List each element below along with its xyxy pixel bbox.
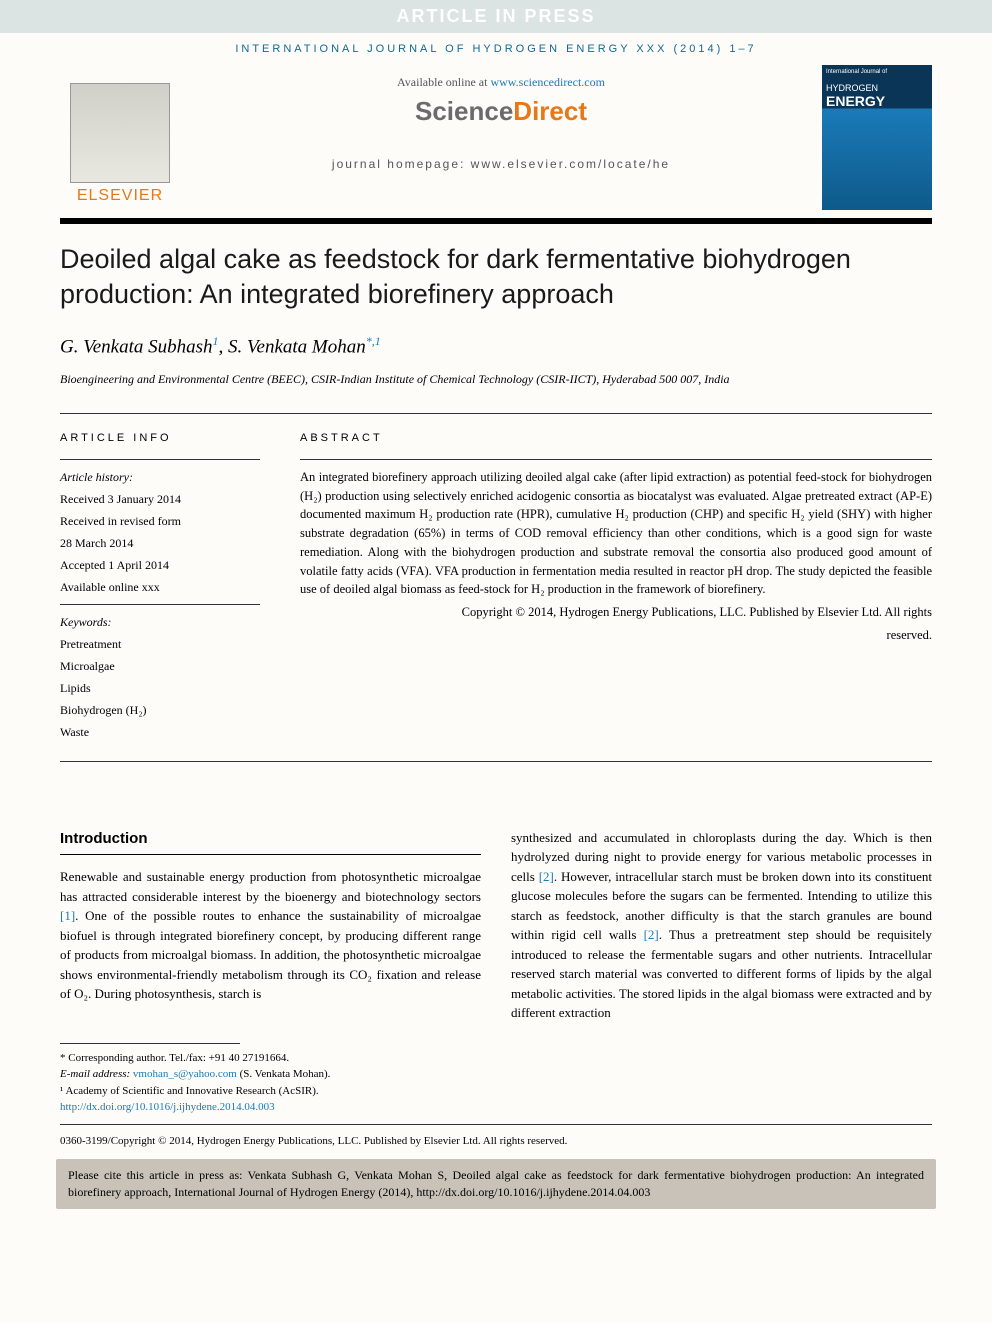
author-2: S. Venkata Mohan (228, 337, 366, 358)
footnote-1: ¹ Academy of Scientific and Innovative R… (60, 1083, 932, 1100)
footer-block: * Corresponding author. Tel./fax: +91 40… (0, 1043, 992, 1150)
authors: G. Venkata Subhash1, S. Venkata Mohan*,1 (60, 334, 932, 358)
ref-link-2a[interactable]: [2] (539, 869, 554, 884)
elsevier-text: ELSEVIER (77, 187, 163, 205)
abstract-label: ABSTRACT (300, 430, 932, 447)
keyword-4: Biohydrogen (H₂) (60, 701, 260, 719)
author-1: G. Venkata Subhash (60, 337, 213, 358)
accepted-date: Accepted 1 April 2014 (60, 556, 260, 574)
footer-full-rule (60, 1124, 932, 1125)
sd-direct: Direct (513, 96, 587, 126)
article-info-column: ARTICLE INFO Article history: Received 3… (60, 430, 260, 745)
issn-copyright: 0360-3199/Copyright © 2014, Hydrogen Ene… (60, 1133, 932, 1150)
email-line: E-mail address: vmohan_s@yahoo.com (S. V… (60, 1066, 932, 1083)
author-1-sup: 1 (213, 334, 219, 348)
sciencedirect-block: Available online at www.sciencedirect.co… (200, 65, 802, 171)
introduction-heading: Introduction (60, 828, 481, 851)
journal-cover: International Journal of HYDROGEN ENERGY (822, 65, 932, 210)
abstract-rule (300, 459, 932, 460)
intro-col1-text-a: Renewable and sustainable energy product… (60, 869, 481, 904)
journal-homepage: journal homepage: www.elsevier.com/locat… (200, 157, 802, 171)
ref-link-1[interactable]: [1] (60, 908, 75, 923)
homepage-url[interactable]: www.elsevier.com/locate/he (471, 157, 670, 171)
body-col-right: synthesized and accumulated in chloropla… (511, 828, 932, 1023)
received-date: Received 3 January 2014 (60, 490, 260, 508)
author-2-sup: *,1 (366, 334, 381, 348)
abstract-text: An integrated biorefinery approach utili… (300, 468, 932, 599)
homepage-prefix: journal homepage: (332, 157, 471, 171)
history-label: Article history: (60, 468, 260, 486)
cover-title-2: ENERGY (826, 93, 928, 109)
email-label: E-mail address: (60, 1068, 133, 1080)
available-prefix: Available online at (397, 75, 490, 89)
citation-box: Please cite this article in press as: Ve… (56, 1159, 936, 1209)
abstract-column: ABSTRACT An integrated biorefinery appro… (300, 430, 932, 745)
corresponding-author: * Corresponding author. Tel./fax: +91 40… (60, 1050, 932, 1067)
cover-title-1: HYDROGEN (826, 83, 928, 93)
rule-above-abstract (60, 413, 932, 414)
keywords-label: Keywords: (60, 613, 260, 631)
ref-link-2b[interactable]: [2] (644, 927, 659, 942)
rule-below-abstract (60, 761, 932, 762)
article-in-press-banner: ARTICLE IN PRESS (0, 0, 992, 33)
title-block: Deoiled algal cake as feedstock for dark… (0, 224, 992, 397)
header-row: ELSEVIER Available online at www.science… (0, 65, 992, 210)
info-rule-2 (60, 604, 260, 605)
article-info-label: ARTICLE INFO (60, 430, 260, 447)
abstract-copyright-2: reserved. (300, 626, 932, 645)
journal-reference: INTERNATIONAL JOURNAL OF HYDROGEN ENERGY… (0, 33, 992, 65)
info-rule-1 (60, 459, 260, 460)
sd-science: Science (415, 96, 513, 126)
revised-line-2: 28 March 2014 (60, 534, 260, 552)
intro-col1-text-b: . One of the possible routes to enhance … (60, 908, 481, 1001)
keyword-2: Microalgae (60, 657, 260, 675)
article-title: Deoiled algal cake as feedstock for dark… (60, 242, 932, 312)
intro-col2-para: synthesized and accumulated in chloropla… (511, 828, 932, 1023)
cover-subtitle: International Journal of (826, 69, 928, 75)
sciencedirect-logo: ScienceDirect (200, 96, 802, 127)
email-link[interactable]: vmohan_s@yahoo.com (133, 1068, 237, 1080)
info-abstract-row: ARTICLE INFO Article history: Received 3… (0, 430, 992, 745)
elsevier-logo: ELSEVIER (60, 65, 180, 205)
available-online: Available online at www.sciencedirect.co… (200, 75, 802, 90)
keyword-3: Lipids (60, 679, 260, 697)
intro-rule (60, 854, 481, 855)
sciencedirect-link[interactable]: www.sciencedirect.com (490, 75, 605, 89)
abstract-copyright-1: Copyright © 2014, Hydrogen Energy Public… (300, 603, 932, 622)
online-date: Available online xxx (60, 578, 260, 596)
keyword-1: Pretreatment (60, 635, 260, 653)
intro-col1-para: Renewable and sustainable energy product… (60, 867, 481, 1004)
body-col-left: Introduction Renewable and sustainable e… (60, 828, 481, 1023)
doi-link[interactable]: http://dx.doi.org/10.1016/j.ijhydene.201… (60, 1101, 275, 1113)
elsevier-tree-icon (70, 83, 170, 183)
email-suffix: (S. Venkata Mohan). (237, 1068, 331, 1080)
footer-short-rule (60, 1043, 240, 1044)
revised-line-1: Received in revised form (60, 512, 260, 530)
affiliation: Bioengineering and Environmental Centre … (60, 371, 932, 388)
body-columns: Introduction Renewable and sustainable e… (0, 778, 992, 1033)
page: ARTICLE IN PRESS INTERNATIONAL JOURNAL O… (0, 0, 992, 1323)
keyword-5: Waste (60, 723, 260, 741)
